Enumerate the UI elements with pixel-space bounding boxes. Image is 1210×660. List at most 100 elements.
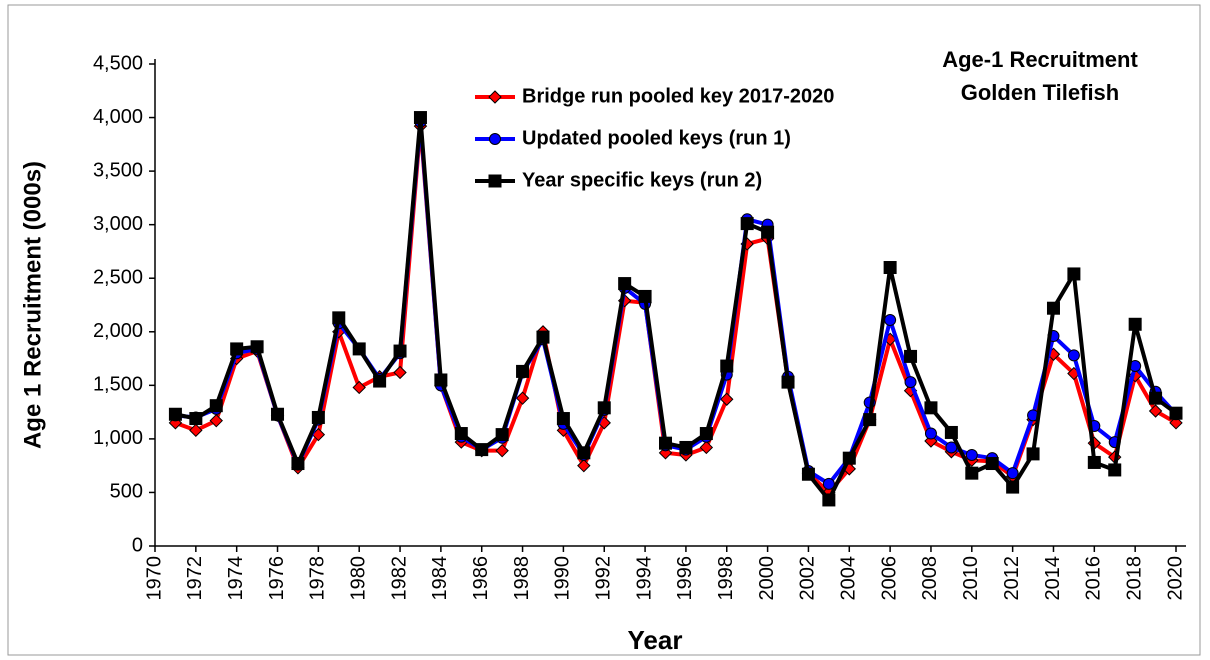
marker — [209, 413, 223, 428]
x-tick-label: 2018 — [1123, 556, 1145, 601]
marker — [230, 342, 244, 356]
x-axis-title: Year — [628, 625, 683, 655]
marker — [761, 225, 775, 239]
marker — [720, 392, 734, 406]
x-tick-label: 2000 — [756, 556, 778, 601]
marker — [1067, 349, 1080, 362]
marker — [189, 423, 203, 438]
x-tick-label: 1984 — [429, 556, 451, 601]
marker — [1087, 455, 1101, 469]
marker — [495, 428, 509, 442]
marker — [720, 359, 734, 373]
marker — [699, 427, 713, 441]
marker — [577, 446, 591, 460]
marker — [1128, 317, 1142, 331]
x-tick-label: 2016 — [1083, 556, 1105, 601]
x-tick-label: 2002 — [797, 556, 819, 601]
x-tick-label: 1972 — [184, 556, 206, 601]
x-tick-label: 1970 — [143, 556, 165, 601]
marker — [924, 401, 938, 415]
x-tick-label: 1996 — [674, 556, 696, 601]
y-tick-label: 1,500 — [93, 374, 143, 396]
x-tick-label: 1974 — [225, 556, 247, 601]
marker — [618, 277, 632, 291]
y-tick-label: 500 — [110, 481, 143, 503]
x-tick-label: 1980 — [347, 556, 369, 601]
marker — [577, 458, 591, 473]
y-tick-label: 3,500 — [93, 159, 143, 181]
marker — [679, 440, 693, 454]
marker — [488, 174, 502, 188]
marker — [883, 261, 897, 275]
marker — [801, 467, 815, 481]
marker — [515, 391, 530, 405]
marker — [413, 111, 427, 125]
marker — [1067, 267, 1081, 281]
marker — [699, 440, 714, 455]
y-axis-title: Age 1 Recruitment (000s) — [19, 161, 46, 449]
marker — [1148, 404, 1163, 418]
marker — [454, 427, 468, 441]
marker — [332, 311, 346, 325]
marker — [556, 412, 570, 426]
x-tick-label: 2020 — [1164, 556, 1186, 601]
x-tick-label: 2014 — [1042, 556, 1064, 601]
marker — [924, 427, 937, 440]
marker — [516, 364, 530, 378]
x-tick-label: 2008 — [919, 556, 941, 601]
x-tick-label: 2006 — [878, 556, 900, 601]
marker — [904, 349, 918, 363]
marker — [944, 425, 958, 439]
marker — [1046, 301, 1060, 315]
y-tick-label: 4,500 — [93, 52, 143, 74]
marker — [1169, 416, 1183, 430]
x-tick-label: 1990 — [552, 556, 574, 601]
x-tick-label: 1994 — [633, 556, 655, 601]
marker — [536, 330, 550, 344]
x-tick-label: 1978 — [307, 556, 329, 601]
legend-label: Year specific keys (run 2) — [522, 169, 762, 191]
marker — [965, 448, 978, 461]
marker — [740, 217, 754, 231]
y-tick-label: 0 — [132, 534, 143, 556]
marker — [985, 457, 999, 471]
marker — [1006, 480, 1020, 494]
marker — [271, 407, 285, 421]
marker — [781, 375, 795, 389]
marker — [250, 340, 264, 354]
x-tick-label: 1992 — [593, 556, 615, 601]
marker — [822, 477, 835, 490]
x-tick-label: 1988 — [511, 556, 533, 601]
x-tick-label: 2010 — [960, 556, 982, 601]
marker — [659, 436, 672, 450]
legend-label: Updated pooled keys (run 1) — [522, 127, 791, 149]
marker — [842, 451, 856, 465]
marker — [863, 413, 877, 427]
legend-label: Bridge run pooled key 2017-2020 — [522, 85, 834, 107]
marker — [488, 90, 502, 104]
y-tick-label: 2,000 — [93, 320, 143, 342]
marker — [1169, 406, 1183, 420]
marker — [1026, 447, 1040, 461]
y-tick-label: 2,500 — [93, 267, 143, 289]
y-tick-label: 3,000 — [93, 213, 143, 235]
marker — [1006, 467, 1019, 480]
y-tick-label: 4,000 — [93, 106, 143, 128]
marker — [638, 289, 652, 303]
chart-subtitle: Golden Tilefish — [961, 80, 1120, 105]
marker — [489, 133, 501, 145]
marker — [373, 374, 387, 388]
marker — [822, 493, 836, 507]
marker — [904, 376, 917, 389]
x-tick-label: 2004 — [838, 556, 860, 601]
marker — [495, 443, 509, 458]
x-tick-label: 1986 — [470, 556, 492, 601]
x-tick-label: 1998 — [715, 556, 737, 601]
marker — [291, 457, 305, 471]
marker — [209, 399, 223, 413]
y-tick-label: 1,000 — [93, 427, 143, 449]
marker — [475, 443, 489, 457]
x-tick-label: 2012 — [1001, 556, 1023, 601]
marker — [884, 313, 897, 326]
